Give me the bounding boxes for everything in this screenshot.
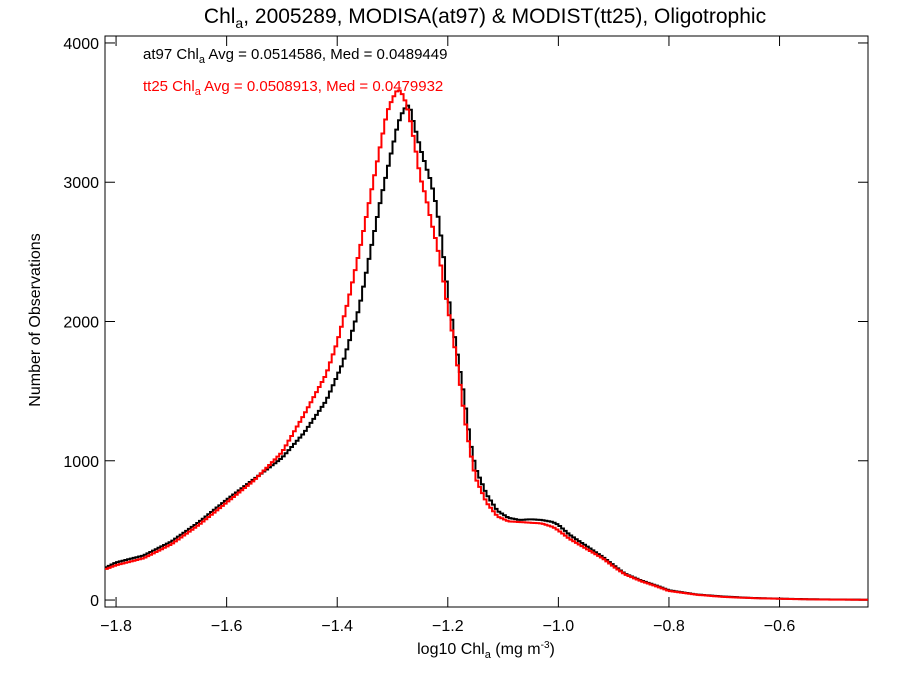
- x-tick-label: −0.6: [764, 618, 796, 635]
- x-tick-label: −1.2: [432, 618, 464, 635]
- annotation-tt25-prefix: tt25 Chl: [143, 78, 195, 95]
- y-tick-label: 0: [90, 593, 99, 610]
- x-axis-label: log10 Chla (mg m-3): [417, 640, 555, 661]
- x-tick-label: −1.8: [100, 618, 132, 635]
- x-axis-label-rest: (mg m: [491, 641, 541, 658]
- y-tick-label: 4000: [63, 36, 99, 53]
- annotation-tt25-subscript: a: [195, 86, 202, 98]
- x-axis-label-prefix: log10 Chl: [417, 641, 485, 658]
- axis-ticks: −1.8 −1.6 −1.4 −1.2 −1.0 −0.8 −0.6 0 1000 2000 300…: [63, 36, 868, 635]
- stats-annotations: at97 Chla Avg = 0.0514586, Med = 0.04894…: [143, 46, 447, 98]
- x-axis-label-end: ): [550, 641, 555, 658]
- x-axis-label-superscript: -3: [541, 640, 550, 651]
- annotation-at97: at97 Chla Avg = 0.0514586, Med = 0.04894…: [143, 46, 447, 66]
- annotation-at97-subscript: a: [199, 54, 206, 66]
- series-layer: [105, 89, 868, 601]
- x-axis-label-subscript: a: [485, 649, 492, 661]
- annotation-at97-prefix: at97 Chl: [143, 46, 199, 63]
- x-tick-label: −0.8: [653, 618, 685, 635]
- series-line-tt25: [105, 89, 868, 601]
- y-axis-label: Number of Observations: [27, 233, 44, 406]
- y-tick-label: 2000: [63, 315, 99, 332]
- y-tick-label: 1000: [63, 454, 99, 471]
- annotation-tt25-rest: Avg = 0.0508913, Med = 0.0479932: [201, 78, 443, 95]
- plot-frame: [104, 35, 869, 608]
- x-tick-label: −1.4: [321, 618, 353, 635]
- chart-title: Chla, 2005289, MODISA(at97) & MODIST(tt2…: [204, 5, 766, 31]
- x-tick-label: −1.6: [211, 618, 243, 635]
- chart-title-subscript: a: [235, 15, 243, 31]
- annotation-at97-rest: Avg = 0.0514586, Med = 0.0489449: [205, 46, 447, 63]
- chart-title-prefix: Chl: [204, 5, 236, 28]
- chart-title-rest: , 2005289, MODISA(at97) & MODIST(tt25), …: [243, 5, 766, 28]
- annotation-tt25: tt25 Chla Avg = 0.0508913, Med = 0.04799…: [143, 78, 443, 98]
- x-tick-label: −1.0: [543, 618, 575, 635]
- series-line-at97: [105, 104, 868, 601]
- y-tick-label: 3000: [63, 175, 99, 192]
